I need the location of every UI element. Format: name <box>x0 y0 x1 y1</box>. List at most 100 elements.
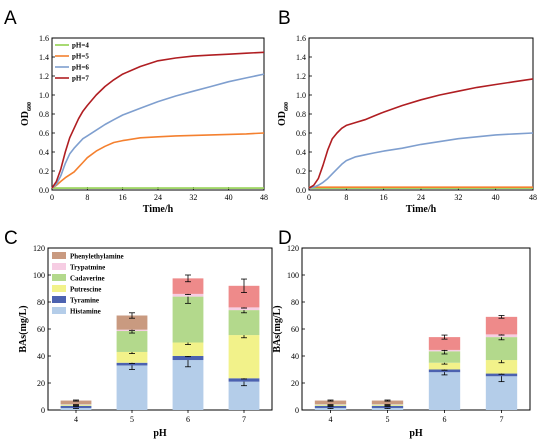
bar-segment-cadaverine <box>428 351 461 363</box>
bar-segment-phenylethylamine <box>116 315 148 330</box>
x-tick-label: 48 <box>529 193 537 202</box>
y-axis-label: OD600 <box>20 102 33 126</box>
x-tick-label: 32 <box>454 193 462 202</box>
legend-swatch <box>52 307 66 314</box>
y-axis-label-sub: 600 <box>27 102 33 111</box>
legend-swatch <box>52 274 66 281</box>
x-tick-label: 32 <box>189 193 197 202</box>
legend-label: pH=4 <box>72 42 89 50</box>
y-tick-label: 120 <box>33 244 45 253</box>
chart-c: 0 20 40 60 80 100 120 4 5 6 7 pH BAs(mg/L) Phenylethy… <box>18 244 273 439</box>
y-axis-label: OD600 <box>277 102 290 126</box>
legend-swatch <box>52 296 66 303</box>
y-tick-label: 1.6 <box>296 34 306 43</box>
y-axis-label: BAs(mg/L) <box>272 305 283 352</box>
legend-label: Cadaverine <box>70 275 105 283</box>
panel-d: D 0 20 40 60 80 100 120 4 5 6 7 pH BAs(mg/L) <box>272 228 531 439</box>
y-tick-label: 0.2 <box>39 167 49 176</box>
x-tick-label: 40 <box>225 193 233 202</box>
series-line-ph6 <box>51 73 265 189</box>
bar-segment-histamine <box>60 407 92 410</box>
bar-segment-putrescine <box>428 362 461 370</box>
x-tick-label: 8 <box>85 193 89 202</box>
x-tick-label: 8 <box>344 193 348 202</box>
panel-c: C 0 20 40 60 80 100 120 4 5 6 7 pH BAs(mg/L) Phenylet… <box>4 228 273 439</box>
panel-a: A 0.0 0.2 0.4 0.6 0.8 1.0 1.2 1.4 1.6 0 8 16 24 32 40 4… <box>4 8 268 215</box>
y-tick-label: 80 <box>37 298 45 307</box>
legend-swatch <box>52 285 66 292</box>
x-tick-label: 16 <box>119 193 127 202</box>
chart-d: 0 20 40 60 80 100 120 4 5 6 7 pH BAs(mg/L) <box>272 244 531 439</box>
y-tick-label: 1.2 <box>39 72 49 81</box>
bar-segment-putrescine <box>485 360 518 374</box>
y-tick-label: 0 <box>41 406 45 415</box>
x-tick-label: 0 <box>307 193 311 202</box>
x-tick-label: 0 <box>50 193 54 202</box>
y-axis-label-main: OD <box>277 111 288 126</box>
x-tick-label: 7 <box>242 415 246 424</box>
y-tick-label: 60 <box>291 325 299 334</box>
bar-segment-histamine <box>116 365 148 410</box>
x-tick-label: 16 <box>380 193 388 202</box>
legend-label: Histamine <box>70 308 101 316</box>
bar-segment-tyramine <box>428 369 461 373</box>
bar-segment-trypatmine <box>485 334 518 338</box>
bar-segment-tyramine <box>116 362 148 366</box>
y-axis-label-main: OD <box>20 111 31 126</box>
bar-segment-phenylethylamine <box>228 285 260 308</box>
y-tick-label: 20 <box>291 379 299 388</box>
y-tick-label: 0.4 <box>39 148 49 157</box>
y-tick-label: 0.6 <box>39 129 49 138</box>
series-line-ph7 <box>51 51 265 189</box>
y-tick-label: 1.2 <box>296 72 306 81</box>
bar-segment-cadaverine <box>172 296 204 343</box>
y-tick-label: 1.6 <box>39 34 49 43</box>
y-tick-label: 0.0 <box>296 186 306 195</box>
x-tick-label: 5 <box>386 415 390 424</box>
x-tick-label: 48 <box>260 193 268 202</box>
y-tick-label: 40 <box>37 352 45 361</box>
bar-segment-phenylethylamine <box>371 400 404 405</box>
x-tick-label: 4 <box>329 415 333 424</box>
y-tick-label: 1.4 <box>296 53 306 62</box>
legend-swatch <box>52 263 66 270</box>
bar-segment-putrescine <box>172 342 204 356</box>
panel-label-d: D <box>278 228 292 249</box>
x-axis-label: Time/h <box>406 204 437 215</box>
bar-segment-putrescine <box>116 351 148 363</box>
y-axis-label-sub: 600 <box>284 102 290 111</box>
bar-segment-putrescine <box>228 335 260 379</box>
bar-segment-phenylethylamine <box>60 400 92 405</box>
bar-segment-tyramine <box>228 378 260 382</box>
y-tick-label: 0.0 <box>39 186 49 195</box>
bar-segment-phenylethylamine <box>485 316 518 335</box>
x-axis-label: Time/h <box>143 204 174 215</box>
bar-segment-tyramine <box>485 373 518 377</box>
bar-segment-trypatmine <box>228 307 260 311</box>
y-axis-label: BAs(mg/L) <box>18 305 29 352</box>
x-tick-label: 6 <box>186 415 190 424</box>
chart-b: 0.0 0.2 0.4 0.6 0.8 1.0 1.2 1.4 1.6 0 8 16 24 32 40 48 T… <box>277 34 537 215</box>
bar-segment-trypatmine <box>172 293 204 297</box>
legend-label: Tyramine <box>70 297 99 305</box>
panel-label-b: B <box>278 8 291 29</box>
x-tick-label: 24 <box>154 193 162 202</box>
legend-label: pH=5 <box>72 53 89 61</box>
x-tick-label: 5 <box>130 415 134 424</box>
legend-label: Phenylethylamine <box>70 253 124 261</box>
bar-segment-phenylethylamine <box>314 400 347 405</box>
legend-label: pH=6 <box>72 64 89 72</box>
y-tick-label: 1.0 <box>39 91 49 100</box>
y-tick-label: 40 <box>291 352 299 361</box>
legend-label: Putrescine <box>70 286 101 294</box>
bar-segment-phenylethylamine <box>428 337 461 350</box>
bar-segment-phenylethylamine <box>172 278 204 294</box>
x-tick-label: 40 <box>492 193 500 202</box>
y-tick-label: 20 <box>37 379 45 388</box>
x-tick-label: 4 <box>74 415 78 424</box>
y-tick-label: 1.0 <box>296 91 306 100</box>
x-axis-label: pH <box>409 428 423 439</box>
x-tick-label: 6 <box>443 415 447 424</box>
x-tick-label: 7 <box>500 415 504 424</box>
x-tick-label: 24 <box>417 193 425 202</box>
